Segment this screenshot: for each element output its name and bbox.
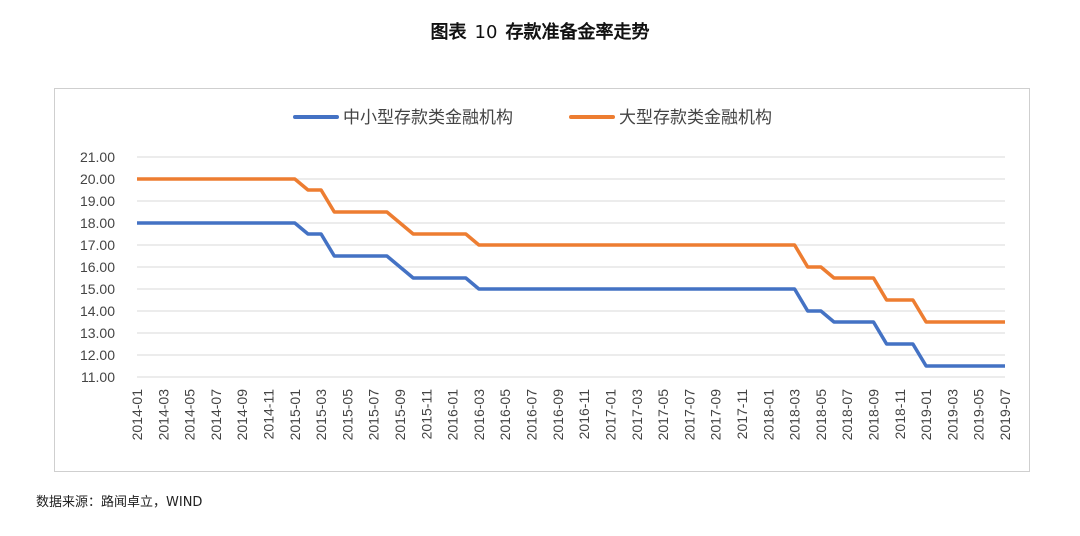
x-tick-label: 2018-03 bbox=[787, 389, 803, 441]
x-tick-label: 2015-07 bbox=[366, 389, 382, 441]
figure-title-prefix: 图表 bbox=[430, 22, 467, 43]
x-tick-label: 2015-03 bbox=[313, 389, 329, 441]
x-tick-label: 2016-03 bbox=[471, 389, 487, 441]
x-tick-label: 2016-01 bbox=[445, 389, 461, 441]
x-tick-label: 2017-01 bbox=[602, 389, 618, 441]
x-tick-label: 2016-09 bbox=[550, 389, 566, 441]
legend-label-1: 中小型存款类金融机构 bbox=[343, 108, 513, 127]
x-tick-label: 2019-03 bbox=[944, 389, 960, 441]
y-tick-label: 14.00 bbox=[80, 303, 115, 319]
x-tick-label: 2014-01 bbox=[129, 389, 145, 441]
y-tick-label: 17.00 bbox=[80, 237, 115, 253]
line-chart: 21.00 20.00 19.00 18.00 17.00 16.00 15.00 14.00… bbox=[80, 108, 1013, 441]
y-tick-label: 18.00 bbox=[80, 215, 115, 231]
x-tick-label: 2014-07 bbox=[208, 389, 224, 441]
series-line-1 bbox=[137, 221, 1005, 368]
series-line-2 bbox=[137, 177, 1005, 324]
x-tick-label: 2014-11 bbox=[261, 389, 277, 440]
figure-title-number: 10 bbox=[474, 22, 498, 43]
figure-title: 图表 10 存款准备金率走势 bbox=[0, 18, 1080, 44]
y-tick-label: 15.00 bbox=[80, 281, 115, 297]
x-tick-label: 2017-11 bbox=[734, 389, 750, 440]
y-tick-label: 21.00 bbox=[80, 149, 115, 165]
y-tick-label: 12.00 bbox=[80, 347, 115, 363]
x-tick-label: 2018-07 bbox=[839, 389, 855, 441]
x-tick-label: 2017-07 bbox=[681, 389, 697, 441]
x-tick-label: 2018-05 bbox=[813, 389, 829, 441]
x-tick-label: 2019-07 bbox=[997, 389, 1013, 441]
y-tick-label: 11.00 bbox=[81, 369, 115, 385]
x-tick-label: 2015-09 bbox=[392, 389, 408, 441]
x-tick-label: 2017-05 bbox=[655, 389, 671, 441]
y-tick-label: 16.00 bbox=[80, 259, 115, 275]
x-tick-label: 2019-05 bbox=[971, 389, 987, 441]
x-tick-label: 2016-07 bbox=[524, 389, 540, 441]
x-tick-label: 2015-05 bbox=[339, 389, 355, 441]
data-source-note: 数据来源：路闻卓立，WIND bbox=[36, 495, 203, 510]
y-tick-label: 19.00 bbox=[80, 193, 115, 209]
x-tick-label: 2018-09 bbox=[865, 389, 881, 441]
legend-label-2: 大型存款类金融机构 bbox=[619, 108, 772, 127]
chart-frame: 21.00 20.00 19.00 18.00 17.00 16.00 15.00 14.00… bbox=[54, 88, 1030, 472]
x-tick-label: 2018-01 bbox=[760, 389, 776, 441]
figure-title-text: 存款准备金率走势 bbox=[505, 22, 650, 43]
y-tick-label: 20.00 bbox=[80, 171, 115, 187]
x-tick-label: 2017-09 bbox=[708, 389, 724, 441]
y-tick-label: 13.00 bbox=[80, 325, 115, 341]
x-tick-label: 2016-11 bbox=[576, 389, 592, 440]
x-tick-label: 2015-11 bbox=[418, 389, 434, 440]
x-tick-label: 2015-01 bbox=[287, 389, 303, 441]
x-tick-label: 2019-01 bbox=[918, 389, 934, 441]
x-tick-label: 2014-05 bbox=[182, 389, 198, 441]
x-tick-label: 2017-03 bbox=[629, 389, 645, 441]
x-tick-label: 2014-09 bbox=[234, 389, 250, 441]
x-tick-label: 2016-05 bbox=[497, 389, 513, 441]
x-tick-label: 2014-03 bbox=[155, 389, 171, 441]
x-tick-label: 2018-11 bbox=[892, 389, 908, 440]
